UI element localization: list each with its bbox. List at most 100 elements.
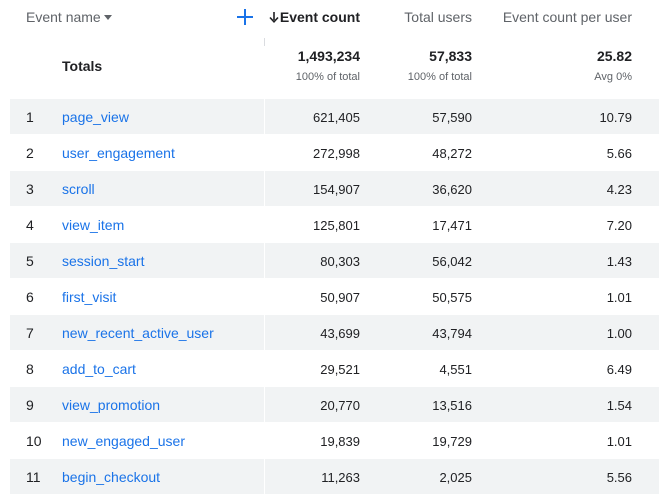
row-name-cell-bg xyxy=(10,171,264,206)
add-dimension-button[interactable] xyxy=(234,6,256,28)
event-name-link[interactable]: page_view xyxy=(62,109,129,125)
row-total-users: 56,042 xyxy=(432,254,472,269)
row-event-count: 29,521 xyxy=(320,362,360,377)
row-metric-cells-bg xyxy=(265,243,659,278)
totals-total-users-value: 57,833 xyxy=(429,48,472,64)
table-row: 5 session_start 80,303 56,042 1.43 xyxy=(0,242,659,278)
table-row: 8 add_to_cart 29,521 4,551 6.49 xyxy=(0,350,659,386)
event-name-header-label: Event name xyxy=(26,9,101,25)
row-metric-cells-bg xyxy=(265,459,659,494)
table-row: 11 begin_checkout 11,263 2,025 5.56 xyxy=(0,458,659,494)
row-event-count: 50,907 xyxy=(320,290,360,305)
row-index: 10 xyxy=(26,433,42,449)
row-event-count: 621,405 xyxy=(313,110,360,125)
row-index: 4 xyxy=(26,217,34,233)
row-total-users: 57,590 xyxy=(432,110,472,125)
event-count-per-user-column-header[interactable]: Event count per user xyxy=(502,9,632,25)
row-event-count: 154,907 xyxy=(313,182,360,197)
row-event-count-per-user: 7.20 xyxy=(606,218,632,233)
row-event-count-per-user: 5.56 xyxy=(606,470,632,485)
row-metric-cells-bg xyxy=(265,315,659,350)
row-index: 5 xyxy=(26,253,34,269)
row-total-users: 48,272 xyxy=(432,146,472,161)
row-total-users: 43,794 xyxy=(432,326,472,341)
row-metric-cells-bg xyxy=(265,99,659,134)
table-row: 4 view_item 125,801 17,471 7.20 xyxy=(0,206,659,242)
row-index: 11 xyxy=(26,469,41,485)
row-total-users: 13,516 xyxy=(432,398,472,413)
row-metric-cells-bg xyxy=(265,171,659,206)
totals-label: Totals xyxy=(62,58,103,74)
event-name-link[interactable]: new_engaged_user xyxy=(62,433,185,449)
event-count-header-label: Event count xyxy=(279,9,360,25)
table-row: 9 view_promotion 20,770 13,516 1.54 xyxy=(0,386,659,422)
row-index: 6 xyxy=(26,289,34,305)
arrow-down-icon xyxy=(269,12,279,23)
row-event-count-per-user: 1.54 xyxy=(606,398,632,413)
row-name-cell-bg xyxy=(10,387,264,422)
totals-event-count-percent: 100% of total xyxy=(295,71,360,83)
row-total-users: 2,025 xyxy=(439,470,472,485)
table-row: 2 user_engagement 272,998 48,272 5.66 xyxy=(0,134,659,170)
row-event-count-per-user: 5.66 xyxy=(606,146,632,161)
totals-event-count-value: 1,493,234 xyxy=(297,48,360,64)
row-index: 7 xyxy=(26,325,34,341)
row-total-users: 36,620 xyxy=(432,182,472,197)
plus-icon xyxy=(237,9,253,25)
row-index: 8 xyxy=(26,361,34,377)
row-event-count-per-user: 4.23 xyxy=(606,182,632,197)
row-metric-cells-bg xyxy=(265,387,659,422)
row-event-count: 80,303 xyxy=(320,254,360,269)
row-event-count-per-user: 1.43 xyxy=(606,254,632,269)
row-event-count-per-user: 1.01 xyxy=(606,434,632,449)
totals-ecpu-avg: Avg 0% xyxy=(594,71,632,83)
row-event-count: 11,263 xyxy=(321,470,360,485)
column-divider xyxy=(264,38,265,46)
row-event-count-per-user: 6.49 xyxy=(606,362,632,377)
row-event-count-per-user: 10.79 xyxy=(599,110,632,125)
row-event-count-per-user: 1.00 xyxy=(606,326,632,341)
totals-total-users-percent: 100% of total xyxy=(407,71,472,83)
event-name-link[interactable]: add_to_cart xyxy=(62,361,136,377)
row-name-cell-bg xyxy=(10,207,264,242)
event-name-link[interactable]: user_engagement xyxy=(62,145,175,161)
row-total-users: 17,471 xyxy=(432,218,472,233)
event-name-link[interactable]: view_promotion xyxy=(62,397,161,413)
row-total-users: 19,729 xyxy=(432,434,472,449)
event-name-link[interactable]: begin_checkout xyxy=(62,469,161,485)
table-header: Event name Event count Total users Event… xyxy=(0,0,659,46)
table-row: 7 new_recent_active_user 43,699 43,794 1.00 xyxy=(0,314,659,350)
caret-down-icon xyxy=(103,15,112,20)
row-event-count: 19,839 xyxy=(320,434,360,449)
event-name-link[interactable]: new_recent_active_user xyxy=(62,325,214,341)
row-event-count: 125,801 xyxy=(313,218,360,233)
totals-row: Totals 1,493,234 100% of total 57,833 10… xyxy=(0,34,659,98)
event-name-link[interactable]: view_item xyxy=(62,217,125,233)
event-count-column-header[interactable]: Event count xyxy=(269,9,360,25)
event-name-link[interactable]: first_visit xyxy=(62,289,117,305)
row-index: 9 xyxy=(26,397,34,413)
event-name-link[interactable]: scroll xyxy=(62,181,95,197)
event-name-dimension-selector[interactable]: Event name xyxy=(26,9,112,25)
row-event-count: 43,699 xyxy=(320,326,360,341)
row-name-cell-bg xyxy=(10,351,264,386)
row-total-users: 4,551 xyxy=(439,362,472,377)
event-name-link[interactable]: session_start xyxy=(62,253,145,269)
table-row: 3 scroll 154,907 36,620 4.23 xyxy=(0,170,659,206)
total-users-column-header[interactable]: Total users xyxy=(404,9,472,25)
table-row: 10 new_engaged_user 19,839 19,729 1.01 xyxy=(0,422,659,458)
table-body: 1 page_view 621,405 57,590 10.79 2 user_engage… xyxy=(0,98,659,494)
row-name-cell-bg xyxy=(10,243,264,278)
row-total-users: 50,575 xyxy=(432,290,472,305)
table-row: 1 page_view 621,405 57,590 10.79 xyxy=(0,98,659,134)
totals-event-count: 1,493,234 100% of total xyxy=(296,47,360,84)
row-index: 2 xyxy=(26,145,34,161)
row-index: 1 xyxy=(26,109,34,125)
row-name-cell-bg xyxy=(10,99,264,134)
totals-ecpu-value: 25.82 xyxy=(596,48,632,64)
row-event-count: 20,770 xyxy=(320,398,360,413)
row-index: 3 xyxy=(26,181,34,197)
row-name-cell-bg xyxy=(10,279,264,314)
row-name-cell-bg xyxy=(10,459,264,494)
